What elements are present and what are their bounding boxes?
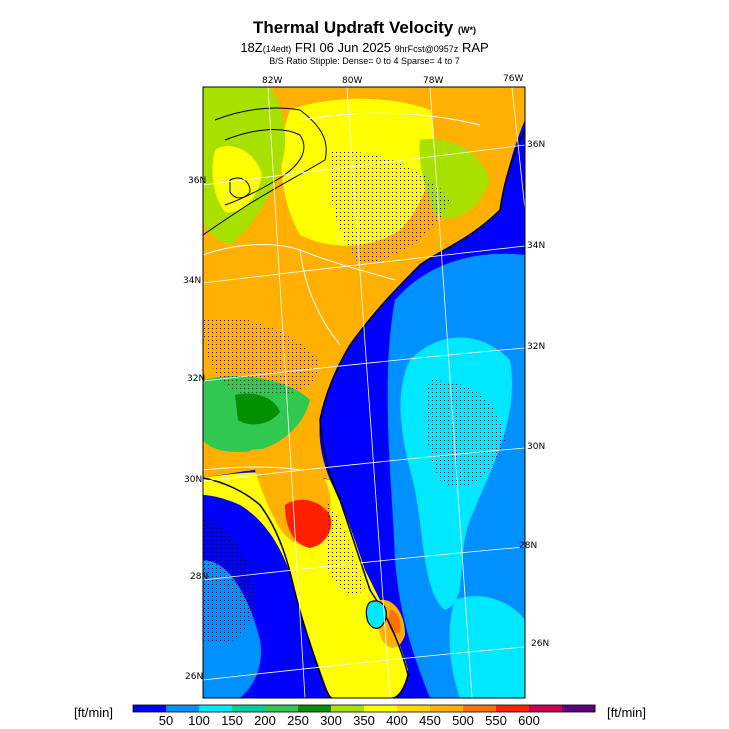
lat-label-left: 30N (184, 475, 203, 485)
title-text: Thermal Updraft Velocity (252, 18, 454, 37)
colorbar-tick-label: 350 (353, 713, 375, 728)
colorbar (132, 704, 596, 713)
lat-label-right: 36N (527, 140, 546, 150)
colorbar-swatch (529, 705, 563, 712)
lat-label-left: 36N (188, 176, 207, 186)
colorbar-tick-label: 200 (254, 713, 276, 728)
colorbar-swatch (496, 705, 530, 712)
lat-label-left: 26N (185, 672, 204, 682)
lat-lon-grid (202, 86, 526, 699)
colorbar-tick-label: 250 (287, 713, 309, 728)
land-red-florida (285, 499, 332, 548)
terrain-contour (203, 107, 327, 236)
state-border (299, 112, 481, 126)
colorbar-tick-label: 450 (419, 713, 441, 728)
lat-label-right: 32N (527, 342, 546, 352)
forecast-date: FRI 06 Jun 2025 (294, 40, 392, 55)
land-yellow-mountains (212, 146, 262, 213)
state-border (299, 249, 341, 346)
atlantic-coastline (319, 129, 525, 698)
colorbar-tick-label: 400 (386, 713, 408, 728)
gulf-coastline (203, 477, 333, 698)
map-frame (202, 86, 526, 699)
ocean-light-south (449, 596, 525, 698)
colorbar-swatch (430, 705, 464, 712)
lon-label: 80W (342, 76, 363, 86)
stipple-dense-south (203, 317, 320, 397)
colorbar-unit-right: [ft/min] (607, 705, 647, 720)
stipple-ocean (424, 380, 505, 488)
colorbar-swatch (331, 705, 365, 712)
terrain-contour (224, 129, 305, 206)
colorbar-swatch (364, 705, 398, 712)
colorbar-tick-label: 100 (188, 713, 210, 728)
colorbar-tick-label: 500 (452, 713, 474, 728)
lat-label-left: 34N (183, 276, 202, 286)
colorbar-swatch (133, 705, 167, 712)
lat-label-left: 32N (187, 374, 206, 384)
colorbar-tick-label: 550 (485, 713, 507, 728)
colorbar-swatch (463, 705, 497, 712)
state-border (203, 244, 396, 281)
colorbar-swatch (397, 705, 431, 712)
colorbar-tick-label: 300 (320, 713, 342, 728)
lat-label-right: 26N (531, 639, 550, 649)
colorbar-tick-label: 600 (518, 713, 540, 728)
model-name: RAP (461, 40, 489, 55)
stipple-florida (325, 500, 365, 594)
colorbar-swatch (199, 705, 233, 712)
stipple-gulf (203, 520, 255, 644)
lon-label: 76W (503, 74, 524, 84)
state-border (203, 466, 301, 471)
page-title: Thermal Updraft Velocity (W*) (0, 18, 729, 38)
lon-label: 78W (423, 76, 444, 86)
colorbar-swatch (298, 705, 332, 712)
colorbar-swatch (166, 705, 200, 712)
land-florida (203, 472, 408, 698)
colorbar-swatch (232, 705, 266, 712)
forecast-hour: 9hrFcst@0957z (394, 44, 459, 54)
local-time: (14edt) (262, 44, 292, 54)
colorbar-outline (132, 704, 596, 713)
lat-label-left: 28N (190, 572, 209, 582)
lon-label: 82W (262, 76, 283, 86)
lat-label-right: 34N (527, 241, 546, 251)
lat-label-right: 30N (527, 442, 546, 452)
valid-time: 18Z (240, 40, 263, 55)
colorbar-tick-label: 50 (158, 713, 174, 728)
colorbar-unit-left: [ft/min] (74, 705, 114, 720)
colorbar-swatch (562, 705, 596, 712)
title-unit: (W*) (458, 25, 476, 35)
lake-okeechobee (365, 600, 387, 629)
lat-label-right: 28N (519, 541, 538, 551)
stipple-sparse-north (329, 150, 450, 265)
land-darkgreen-georgia (235, 393, 280, 425)
colorbar-swatch (265, 705, 299, 712)
stipple-note: B/S Ratio Stipple: Dense= 0 to 4 Sparse=… (269, 56, 460, 66)
colorbar-tick-label: 150 (221, 713, 243, 728)
terrain-contour (229, 177, 251, 199)
subtitle-line: 18Z(14edt) FRI 06 Jun 2025 9hrFcst@0957z… (0, 40, 729, 55)
